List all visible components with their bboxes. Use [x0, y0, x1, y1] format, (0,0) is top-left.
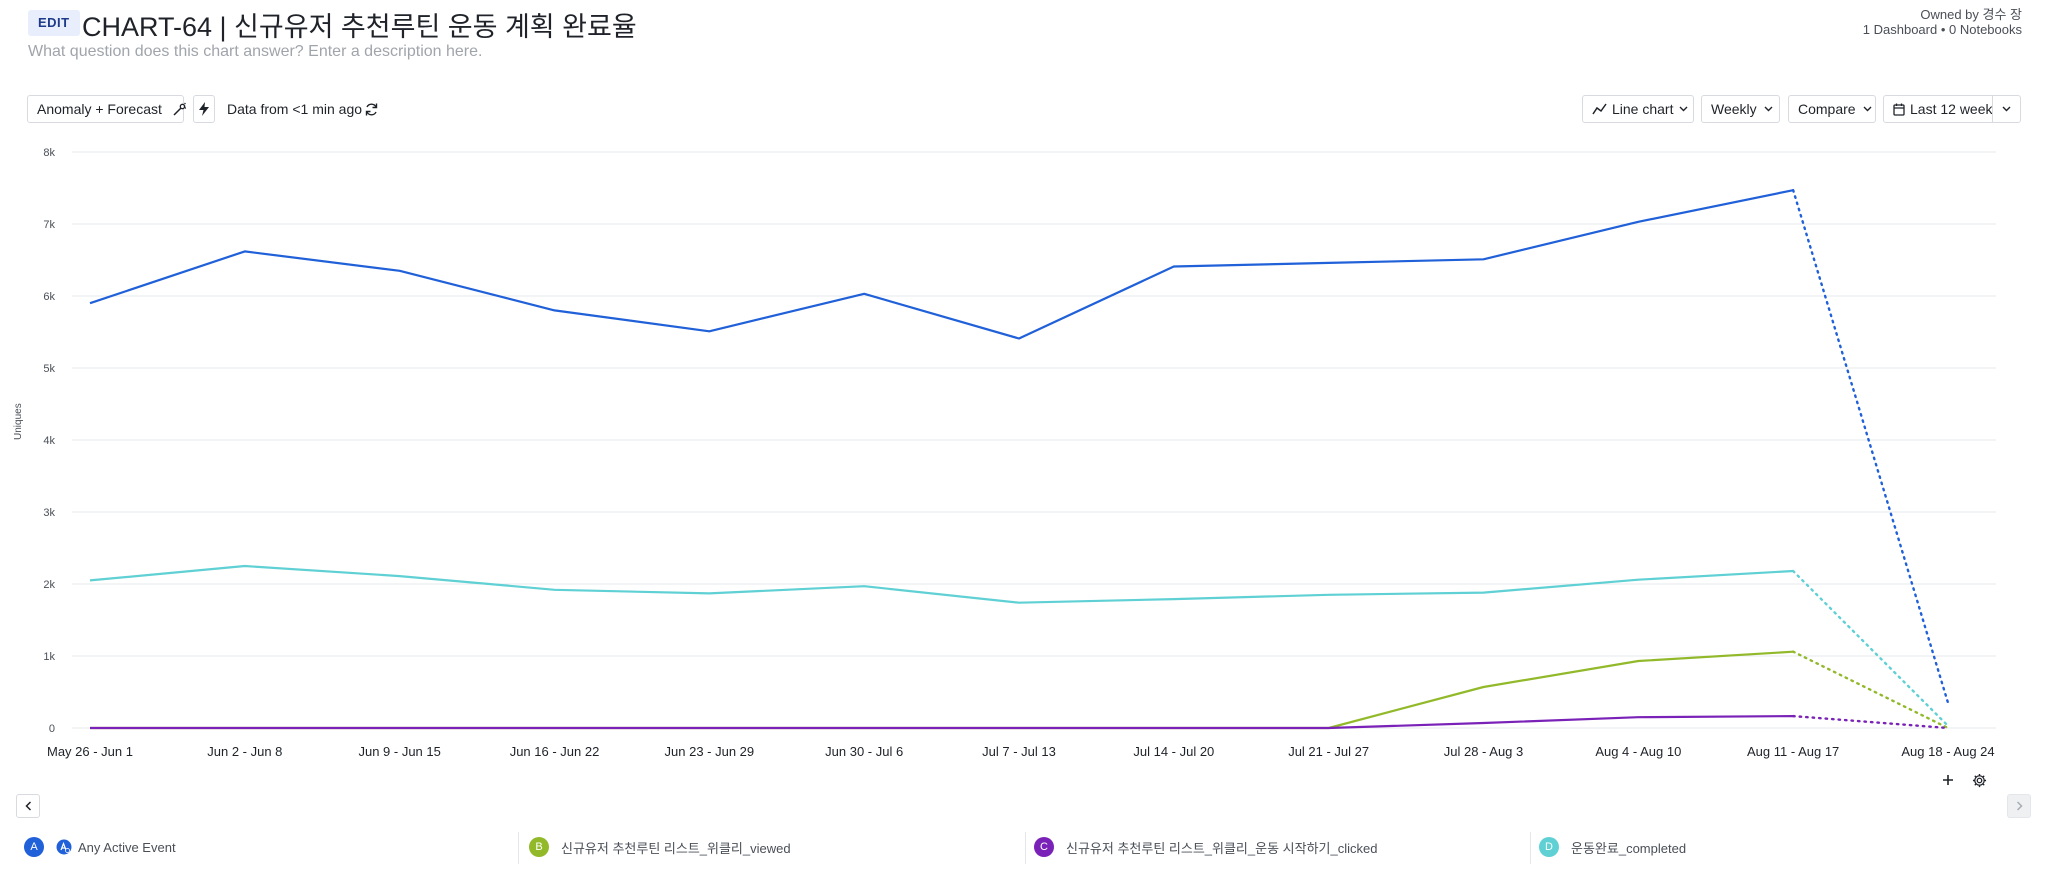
x-tick-label: Jul 28 - Aug 3 — [1444, 744, 1524, 759]
x-tick-label: Jun 23 - Jun 29 — [665, 744, 755, 759]
compare-label: Compare — [1798, 101, 1856, 117]
series-line — [90, 715, 1794, 730]
compare-dropdown[interactable]: Compare — [1788, 95, 1876, 123]
chevron-down-icon — [1764, 106, 1773, 112]
anomaly-forecast-label: Anomaly + Forecast — [37, 101, 162, 117]
series-incomplete-segment — [1791, 188, 1950, 704]
y-tick-label: 4k — [43, 435, 55, 447]
series-line — [90, 650, 1794, 730]
legend-label: 신규유저 추천루틴 리스트_위클리_viewed — [561, 840, 791, 856]
y-tick-label: 8k — [43, 147, 55, 159]
interval-label: Weekly — [1711, 101, 1757, 117]
x-tick-label: Jun 9 - Jun 15 — [358, 744, 440, 759]
line-chart-icon — [1592, 103, 1607, 115]
series-legend: A Any Active Event B 신규유저 추천루틴 리스트_위클리_v… — [0, 832, 2048, 864]
legend-divider — [518, 832, 519, 864]
legend-next-button[interactable] — [2007, 794, 2031, 818]
x-tick-label: Jun 30 - Jul 6 — [825, 744, 903, 759]
legend-label: 신규유저 추천루틴 리스트_위클리_운동 시작하기_clicked — [1066, 840, 1378, 856]
calendar-icon — [1893, 103, 1905, 116]
x-tick-label: Aug 4 - Aug 10 — [1595, 744, 1681, 759]
x-tick-label: Jul 21 - Jul 27 — [1288, 744, 1369, 759]
usage-summary[interactable]: 1 Dashboard • 0 Notebooks — [1862, 22, 2022, 37]
chart-toolbar: Anomaly + Forecast Data from <1 min ago … — [27, 95, 2021, 123]
chart-type-label: Line chart — [1612, 101, 1674, 117]
description-input[interactable]: What question does this chart answer? En… — [28, 43, 483, 60]
legend-item-d[interactable]: D 운동완료_completed — [1539, 832, 1686, 862]
legend-label: 운동완료_completed — [1571, 840, 1687, 856]
x-tick-label: Aug 11 - Aug 17 — [1747, 744, 1839, 759]
legend-divider — [1530, 832, 1531, 864]
chevron-right-icon — [2016, 801, 2023, 811]
series-letter-badge: D — [1539, 837, 1559, 857]
legend-item-a[interactable]: A Any Active Event — [24, 832, 176, 862]
legend-item-c[interactable]: C 신규유저 추천루틴 리스트_위클리_운동 시작하기_clicked — [1034, 832, 1377, 862]
chart-area: 0 1k 2k 3k 4k 5k 6k 7k 8k May 26 - Jun 1 Jun 2 - J… — [0, 140, 2048, 780]
x-tick-label: May 26 - Jun 1 — [47, 744, 133, 759]
x-tick-label: Aug 18 - Aug 24 — [1901, 744, 1994, 759]
x-tick-label: Jul 7 - Jul 13 — [982, 744, 1056, 759]
date-range-dropdown[interactable] — [1992, 95, 2021, 123]
series-line — [89, 189, 1794, 340]
lightning-button[interactable] — [193, 95, 215, 123]
series-incomplete-segment — [1791, 714, 1950, 730]
x-tick-label: Jun 16 - Jun 22 — [510, 744, 600, 759]
anomaly-forecast-button[interactable]: Anomaly + Forecast — [27, 95, 187, 123]
series-incomplete-segment — [1791, 569, 1950, 728]
chart-header: EDIT CHART-64 | 신규유저 추천루틴 운동 계획 완료율 What… — [28, 4, 2022, 64]
series-incomplete-segment — [1791, 650, 1950, 730]
lightning-icon — [198, 102, 210, 116]
series-letter-badge: B — [529, 837, 549, 857]
interval-dropdown[interactable]: Weekly — [1701, 95, 1780, 123]
chart-type-dropdown[interactable]: Line chart — [1582, 95, 1694, 123]
x-tick-label: Jun 2 - Jun 8 — [207, 744, 282, 759]
y-tick-label: 7k — [43, 219, 55, 231]
plus-icon — [1942, 774, 1954, 786]
chevron-down-icon — [1679, 106, 1688, 112]
y-tick-label: 5k — [43, 363, 55, 375]
line-chart[interactable]: 0 1k 2k 3k 4k 5k 6k 7k 8k May 26 - Jun 1 Jun 2 - J… — [0, 140, 2048, 780]
chevron-left-icon — [24, 801, 32, 811]
series-line — [89, 564, 1794, 604]
legend-item-b[interactable]: B 신규유저 추천루틴 리스트_위클리_viewed — [529, 832, 791, 862]
legend-prev-button[interactable] — [16, 794, 40, 818]
chart-settings-button[interactable] — [1968, 769, 1990, 791]
wand-icon — [172, 102, 187, 117]
owner-label: Owned by 경수 장 — [1920, 7, 2022, 22]
y-axis-label: Uniques — [13, 403, 24, 440]
series-letter-badge: A — [24, 837, 44, 857]
date-range-label: Last 12 weeks — [1910, 101, 2000, 117]
series-letter-badge: C — [1034, 837, 1054, 857]
legend-label: Any Active Event — [78, 839, 176, 855]
data-freshness: Data from <1 min ago — [227, 101, 363, 117]
refresh-button[interactable] — [364, 95, 379, 123]
chevron-down-icon — [2002, 106, 2011, 112]
chart-title[interactable]: CHART-64 | 신규유저 추천루틴 운동 계획 완료율 — [82, 12, 637, 42]
y-tick-label: 2k — [43, 579, 55, 591]
add-annotation-button[interactable] — [1937, 769, 1959, 791]
y-tick-label: 6k — [43, 291, 55, 303]
legend-divider — [1025, 832, 1026, 864]
date-range-button[interactable]: Last 12 weeks — [1883, 95, 2000, 123]
y-tick-label: 1k — [43, 651, 55, 663]
x-tick-label: Jul 14 - Jul 20 — [1133, 744, 1214, 759]
y-tick-label: 3k — [43, 507, 55, 519]
chevron-down-icon — [1863, 106, 1872, 112]
any-active-event-icon — [56, 839, 72, 855]
y-tick-label: 0 — [49, 723, 55, 735]
refresh-icon — [364, 102, 379, 117]
edit-badge[interactable]: EDIT — [28, 10, 80, 36]
gear-icon — [1972, 773, 1987, 788]
